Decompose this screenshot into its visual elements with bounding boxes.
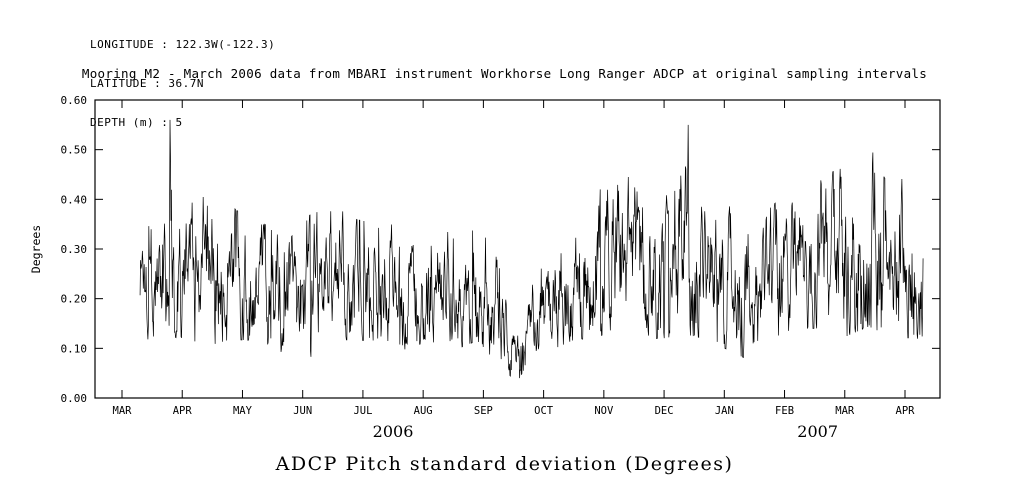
x-tick-label: OCT [534,405,554,417]
tick-label-group: MAR APR MAY JUN JUL AUG SEP OCT NOV DEC JAN FEB MAR A… [61,94,916,441]
x-tick-label: SEP [474,405,493,417]
x-tick-label: MAY [233,405,253,417]
axis-box [94,99,941,399]
data-line [139,119,924,379]
y-tick-label: 0.60 [61,94,88,107]
x-tick-label: FEB [775,405,794,417]
x-tick-label: NOV [594,405,614,417]
x-tick-label: DEC [655,405,674,417]
longitude-label: LONGITUDE : 122.3W(-122.3) [90,38,276,51]
figure-caption: ADCP Pitch standard deviation (Degrees) [275,453,734,475]
data-series-group [139,119,924,379]
x-tick-label: AUG [414,405,433,417]
x-tick-label: JUN [293,405,312,417]
y-tick-label: 0.10 [61,342,88,355]
y-tick-label: 0.30 [61,243,88,256]
year-label: 2006 [373,422,414,441]
y-tick-label: 0.00 [61,392,88,405]
x-tick-label: APR [896,405,916,417]
axis-group [94,99,941,399]
x-tick-label: JUL [353,405,372,417]
x-tick-label: APR [173,405,193,417]
depth-label: DEPTH (m) : 5 [90,116,183,129]
y-tick-label: 0.40 [61,193,88,206]
chart-title: Mooring M2 - March 2006 data from MBARI … [81,66,928,81]
latitude-label: LATITUDE : 36.7N [90,77,204,90]
y-axis-label: Degrees [29,225,43,273]
metadata-block: LONGITUDE : 122.3W(-122.3) LATITUDE : 36… [90,12,275,155]
year-label: 2007 [797,422,838,441]
x-tick-label: JAN [715,405,734,417]
y-tick-label: 0.50 [61,144,88,157]
x-tick-label: MAR [835,405,855,417]
x-tick-label: MAR [113,405,133,417]
y-tick-label: 0.20 [61,293,88,306]
